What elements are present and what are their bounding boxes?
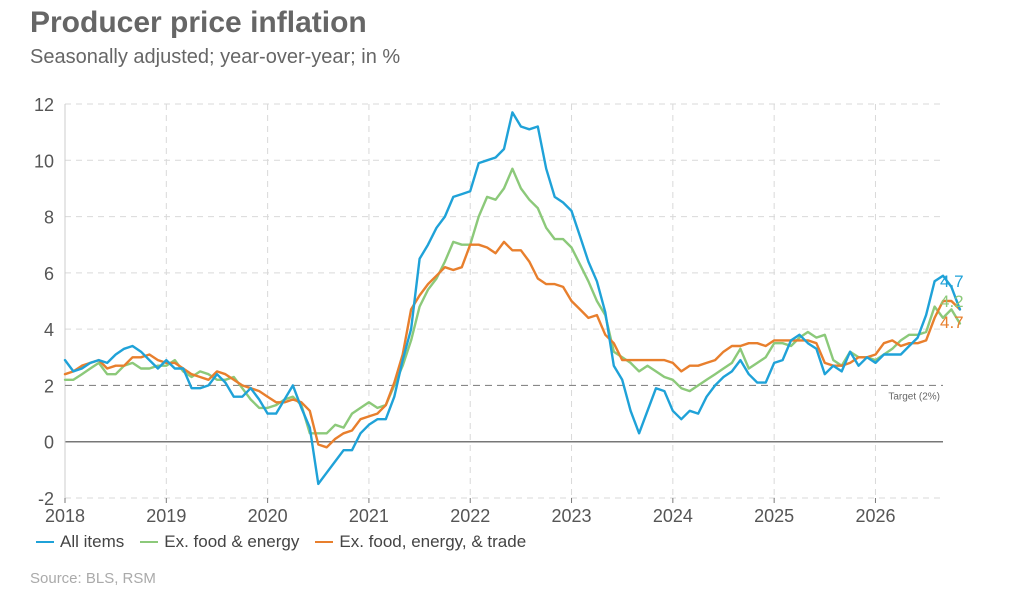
series-end-label: 4.7 (940, 313, 964, 332)
legend-swatch-ex-food-energy (140, 541, 159, 543)
series-line-0 (63, 111, 962, 486)
y-tick-label: 6 (44, 264, 54, 284)
chart-subtitle: Seasonally adjusted; year-over-year; in … (30, 46, 401, 68)
source-note: Source: BLS, RSM (30, 570, 156, 587)
y-tick-label: 0 (44, 433, 54, 453)
legend-item-all-items: All items (36, 532, 124, 552)
x-tick-label: 2020 (248, 506, 288, 526)
target-label: Target (2%) (888, 391, 940, 402)
legend-label-ex-food-energy-trade: Ex. food, energy, & trade (339, 532, 527, 551)
y-tick-label: 10 (34, 151, 54, 171)
series-end-label: 4.2 (940, 292, 964, 311)
legend-label-all-items: All items (60, 532, 125, 551)
legend: All items Ex. food & energy Ex. food, en… (36, 532, 542, 552)
legend-label-ex-food-energy: Ex. food & energy (164, 532, 300, 551)
y-tick-label: 4 (44, 320, 54, 340)
x-tick-label: 2025 (754, 506, 794, 526)
x-tick-label: 2023 (552, 506, 592, 526)
x-tick-label: 2024 (653, 506, 693, 526)
y-tick-label: 12 (34, 95, 54, 115)
legend-item-ex-food-energy-trade: Ex. food, energy, & trade (315, 532, 526, 552)
legend-item-ex-food-energy: Ex. food & energy (140, 532, 299, 552)
chart-title: Producer price inflation (30, 6, 367, 39)
x-tick-label: 2018 (45, 506, 85, 526)
x-tick-label: 2021 (349, 506, 389, 526)
series-line-2 (63, 240, 962, 449)
y-tick-label: 8 (44, 208, 54, 228)
y-tick-label: -2 (38, 489, 54, 509)
series-line-1 (63, 167, 962, 435)
series-end-label: 4.7 (940, 272, 964, 291)
x-tick-label: 2026 (855, 506, 895, 526)
legend-swatch-all-items (36, 541, 54, 543)
legend-swatch-ex-food-energy-trade (315, 541, 334, 543)
x-tick-label: 2022 (450, 506, 490, 526)
x-tick-label: 2019 (146, 506, 186, 526)
y-tick-label: 2 (44, 376, 54, 396)
